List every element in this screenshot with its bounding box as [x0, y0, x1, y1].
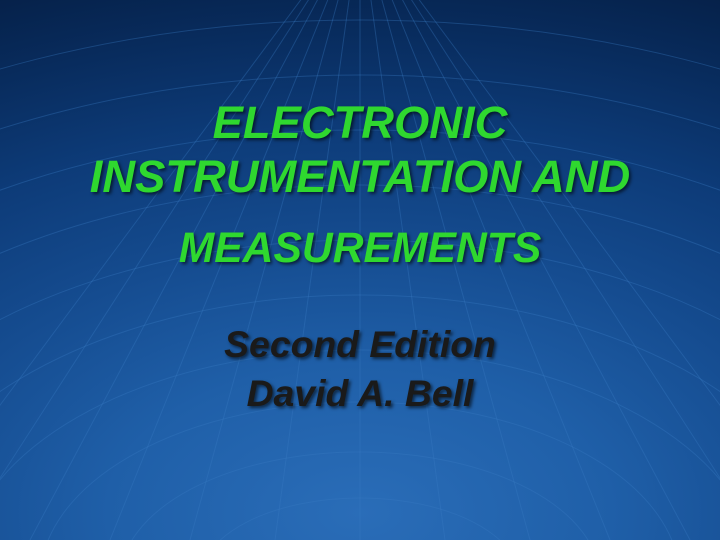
title-line-3: MEASUREMENTS	[179, 223, 542, 274]
title-line-2: INSTRUMENTATION AND	[90, 150, 631, 204]
slide-content: ELECTRONIC INSTRUMENTATION AND MEASUREME…	[0, 0, 720, 540]
subtitle-block: Second Edition David A. Bell	[224, 320, 496, 417]
title-line-1: ELECTRONIC	[213, 96, 508, 150]
subtitle-line-2: David A. Bell	[224, 369, 496, 418]
subtitle-line-1: Second Edition	[224, 320, 496, 369]
